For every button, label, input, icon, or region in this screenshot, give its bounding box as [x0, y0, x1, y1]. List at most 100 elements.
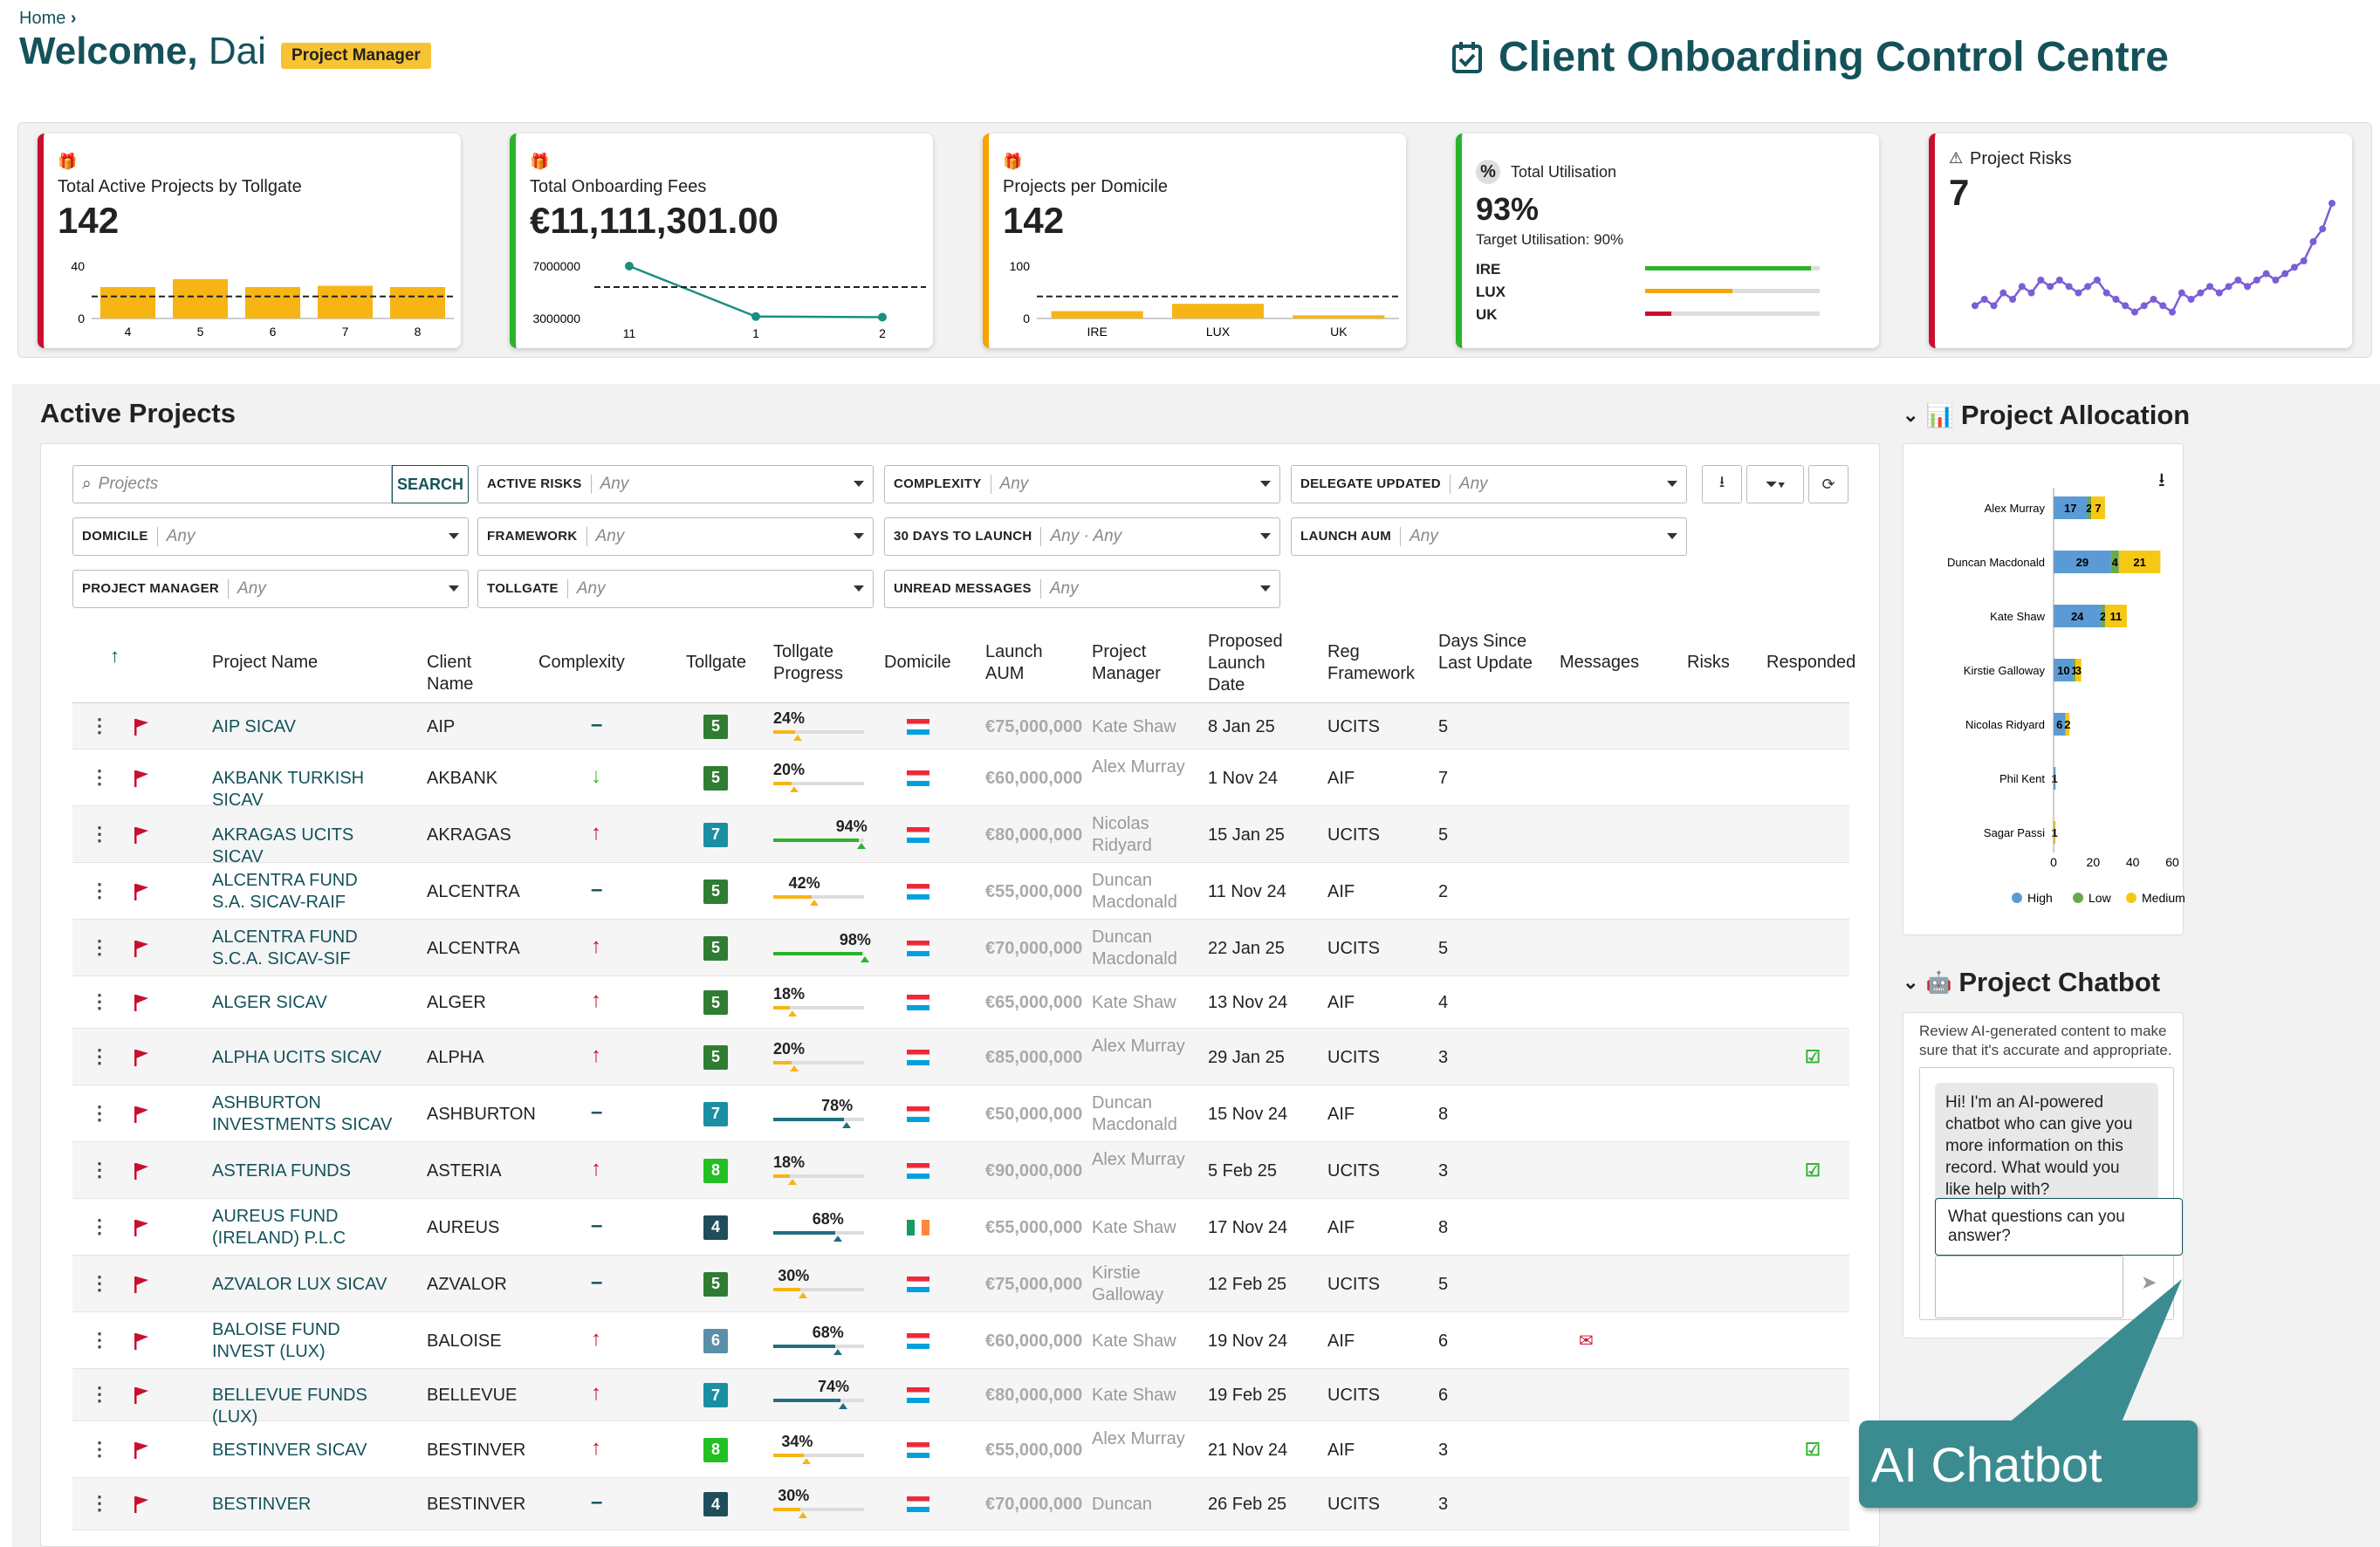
- filter-framework[interactable]: FRAMEWORK Any: [477, 517, 874, 556]
- bar-segment: [2110, 551, 2119, 573]
- table-row[interactable]: ⋮ AZVALOR LUX SICAV AZVALOR – 5 30% €75,000,00…: [72, 1256, 1849, 1312]
- kebab-menu-icon[interactable]: ⋮: [90, 990, 109, 1012]
- column-header[interactable]: Tollgate Progress: [773, 642, 844, 683]
- bar-segment: [2054, 821, 2056, 844]
- progress-marker-icon: [833, 1348, 842, 1355]
- download-button[interactable]: ⭳: [1702, 465, 1742, 503]
- column-header[interactable]: Client Name: [427, 653, 474, 694]
- project-name-link[interactable]: ALCENTRA FUND S.C.A. SICAV-SIF: [212, 927, 358, 969]
- table-row[interactable]: ⋮ BALOISE FUND INVEST (LUX) BALOISE ↑ 6 68% €6…: [72, 1312, 1849, 1369]
- project-name-link[interactable]: BELLEVUE FUNDS (LUX): [212, 1386, 367, 1427]
- project-name-link[interactable]: AKRAGAS UCITS SICAV: [212, 825, 354, 866]
- project-name-link[interactable]: AUREUS FUND (IRELAND) P.L.C: [212, 1206, 346, 1248]
- launch-aum: €85,000,000: [985, 1047, 1083, 1067]
- project-name-link[interactable]: AIP SICAV: [212, 716, 296, 736]
- kebab-menu-icon[interactable]: ⋮: [90, 1271, 109, 1294]
- kebab-menu-icon[interactable]: ⋮: [90, 1215, 109, 1237]
- project-name-link[interactable]: ALCENTRA FUND S.A. SICAV-RAIF: [212, 870, 358, 912]
- kpi-card-utilisation[interactable]: % Total Utilisation 93% Target Utilisati…: [1456, 133, 1879, 348]
- breadcrumb-home[interactable]: Home: [19, 9, 66, 28]
- kebab-menu-icon[interactable]: ⋮: [90, 714, 109, 736]
- chevron-down-icon[interactable]: ⌄: [1903, 971, 1919, 993]
- kebab-menu-icon[interactable]: ⋮: [90, 1383, 109, 1405]
- column-header[interactable]: Domicile: [884, 653, 951, 672]
- kebab-menu-icon[interactable]: ⋮: [90, 1328, 109, 1351]
- search-input[interactable]: ⌕ Projects: [72, 465, 392, 503]
- kebab-menu-icon[interactable]: ⋮: [90, 822, 109, 845]
- kebab-menu-icon[interactable]: ⋮: [90, 879, 109, 901]
- project-name-link[interactable]: ASHBURTON INVESTMENTS SICAV: [212, 1092, 393, 1134]
- table-row[interactable]: ⋮ BELLEVUE FUNDS (LUX) BELLEVUE ↑ 7 74% €80,00…: [72, 1369, 1849, 1427]
- progress-fill: [773, 894, 812, 899]
- ireland-flag-icon: [907, 1219, 929, 1236]
- column-header[interactable]: Messages: [1560, 653, 1640, 672]
- refresh-button[interactable]: ⟳: [1808, 465, 1848, 503]
- table-row[interactable]: ⋮ BESTINVER BESTINVER – 4 30% €70,000,000 Dunca…: [72, 1478, 1849, 1530]
- filter-complexity[interactable]: COMPLEXITY Any: [884, 465, 1280, 503]
- filter-active-risks[interactable]: ACTIVE RISKS Any: [477, 465, 874, 503]
- table-row[interactable]: ⋮ AKRAGAS UCITS SICAV AKRAGAS ↑ 7 94% €80,000,…: [72, 806, 1849, 866]
- column-header[interactable]: Responded: [1766, 653, 1856, 672]
- column-header[interactable]: Tollgate: [686, 653, 746, 672]
- chatbot-header[interactable]: ⌄ 🤖 Project Chatbot: [1903, 967, 2160, 998]
- chat-message-input[interactable]: [1935, 1256, 2123, 1318]
- send-icon[interactable]: ➤: [2141, 1271, 2157, 1293]
- column-header[interactable]: Project Name: [212, 653, 319, 672]
- progress-percent: 34%: [781, 1432, 813, 1450]
- kpi-card-risks[interactable]: ⚠ Project Risks 7: [1929, 133, 2352, 348]
- breadcrumb[interactable]: Home ›: [19, 9, 77, 29]
- filter-delegate-updated[interactable]: DELEGATE UPDATED Any: [1291, 465, 1687, 503]
- kebab-menu-icon[interactable]: ⋮: [90, 765, 109, 788]
- filter-launch-aum[interactable]: LAUNCH AUM Any: [1291, 517, 1687, 556]
- table-row[interactable]: ⋮ AIP SICAV AIP – 5 24% €75,000,000 Kate Shaw 8 …: [72, 703, 1849, 750]
- suggestion-button[interactable]: What questions can you answer?: [1935, 1198, 2183, 1256]
- column-header[interactable]: Launch AUM: [985, 642, 1043, 683]
- kpi-card-domicile[interactable]: 🎁 Projects per Domicile 142 100 0 IRE LUX UK: [983, 133, 1406, 348]
- column-header[interactable]: Proposed Launch Date: [1208, 632, 1283, 695]
- project-name-link[interactable]: AKBANK TURKISH SICAV: [212, 768, 365, 810]
- progress-fill: [773, 1508, 801, 1511]
- table-row[interactable]: ⋮ ASTERIA FUNDS ASTERIA ↑ 8 18% €90,000,000 Ale…: [72, 1142, 1849, 1199]
- download-icon[interactable]: ⭳: [2158, 469, 2165, 490]
- project-name-link[interactable]: ALPHA UCITS SICAV: [212, 1047, 382, 1067]
- allocation-header[interactable]: ⌄ 📊 Project Allocation: [1903, 400, 2190, 431]
- filter-menu-button[interactable]: ⏷▾: [1746, 465, 1804, 503]
- table-row[interactable]: ⋮ AKBANK TURKISH SICAV AKBANK ↓ 5 20% €60,000,…: [72, 750, 1849, 810]
- column-header[interactable]: Reg Framework: [1327, 642, 1416, 683]
- project-name-link[interactable]: AZVALOR LUX SICAV: [212, 1274, 388, 1294]
- table-row[interactable]: ⋮ ALPHA UCITS SICAV ALPHA ↑ 5 20% €85,000,000 A…: [72, 1029, 1849, 1085]
- filter-unread-messages[interactable]: UNREAD MESSAGES Any: [884, 570, 1280, 608]
- table-row[interactable]: ⋮ ALGER SICAV ALGER ↑ 5 18% €65,000,000 Kate Sh…: [72, 976, 1849, 1029]
- table-row[interactable]: ⋮ ALCENTRA FUND S.C.A. SICAV-SIF ALCENTRA ↑…: [72, 920, 1849, 976]
- column-header[interactable]: Risks: [1687, 653, 1730, 672]
- kebab-menu-icon[interactable]: ⋮: [90, 1437, 109, 1460]
- kebab-menu-icon[interactable]: ⋮: [90, 935, 109, 958]
- project-name-link[interactable]: BALOISE FUND INVEST (LUX): [212, 1319, 340, 1361]
- kpi-card-tollgate[interactable]: 🎁 Total Active Projects by Tollgate 142 …: [38, 133, 461, 348]
- table-row[interactable]: ⋮ AUREUS FUND (IRELAND) P.L.C AUREUS – 4 68% €…: [72, 1199, 1849, 1256]
- filter-value: Any: [166, 527, 195, 545]
- kebab-menu-icon[interactable]: ⋮: [90, 1044, 109, 1067]
- project-name-link[interactable]: ALGER SICAV: [212, 993, 327, 1012]
- chevron-down-icon[interactable]: ⌄: [1903, 404, 1919, 426]
- table-row[interactable]: ⋮ ASHBURTON INVESTMENTS SICAV ASHBURTON – 7 7…: [72, 1085, 1849, 1142]
- table-row[interactable]: ⋮ BESTINVER SICAV BESTINVER ↑ 8 34% €55,000,00…: [72, 1421, 1849, 1478]
- kebab-menu-icon[interactable]: ⋮: [90, 1158, 109, 1181]
- project-name-link[interactable]: BESTINVER: [212, 1495, 312, 1514]
- filter-domicile[interactable]: DOMICILE Any: [72, 517, 469, 556]
- column-header[interactable]: Complexity: [538, 653, 625, 672]
- filter-30-days-to-launch[interactable]: 30 DAYS TO LAUNCH Any · Any: [884, 517, 1280, 556]
- column-header[interactable]: Days Since Last Update: [1438, 632, 1533, 673]
- kebab-menu-icon[interactable]: ⋮: [90, 1101, 109, 1124]
- column-header[interactable]: Project Manager: [1092, 642, 1161, 683]
- kebab-menu-icon[interactable]: ⋮: [90, 1492, 109, 1514]
- filter-project-manager[interactable]: PROJECT MANAGER Any: [72, 570, 469, 608]
- table-row[interactable]: ⋮ ALCENTRA FUND S.A. SICAV-RAIF ALCENTRA – 5…: [72, 863, 1849, 920]
- project-name-link[interactable]: BESTINVER SICAV: [212, 1440, 367, 1460]
- envelope-icon[interactable]: ✉: [1579, 1331, 1594, 1351]
- sort-arrow-icon[interactable]: ↑: [110, 645, 120, 667]
- filter-tollgate[interactable]: TOLLGATE Any: [477, 570, 874, 608]
- project-name-link[interactable]: ASTERIA FUNDS: [212, 1160, 351, 1181]
- search-button[interactable]: SEARCH: [392, 465, 469, 503]
- kpi-card-fees[interactable]: 🎁 Total Onboarding Fees €11,111,301.00 7…: [510, 133, 933, 348]
